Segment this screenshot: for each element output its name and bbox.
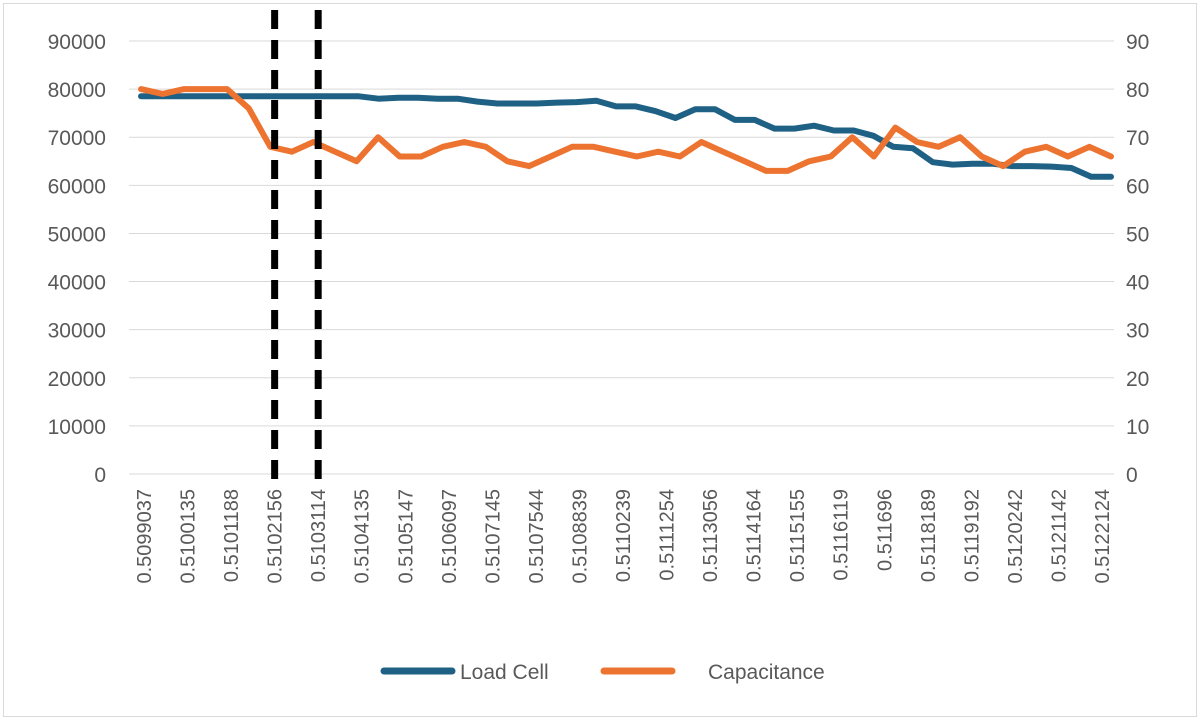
right-y-tick-label: 80 <box>1126 79 1149 102</box>
x-tick-label: 0.511696 <box>874 489 896 571</box>
x-tick-label: 0.5115155 <box>787 489 809 582</box>
gridlines <box>129 40 1114 475</box>
left-y-axis-ticks: 0 10000 20000 30000 40000 50000 60000 70000 8000… <box>48 31 106 487</box>
left-y-tick-label: 20000 <box>48 368 106 391</box>
left-y-tick-label: 10000 <box>48 416 106 439</box>
x-tick-label: 0.5122124 <box>1092 489 1114 584</box>
x-tick-label: 0.5120242 <box>1005 489 1027 584</box>
right-y-tick-label: 0 <box>1126 464 1138 487</box>
right-y-tick-label: 40 <box>1126 272 1149 295</box>
x-tick-label: 0.5113056 <box>700 489 722 582</box>
right-y-tick-label: 30 <box>1126 320 1149 343</box>
x-tick-label: 0.5110239 <box>613 489 635 582</box>
x-tick-label: 0.5119192 <box>961 489 983 582</box>
x-tick-label: 0.5107544 <box>526 489 548 584</box>
right-y-tick-label: 10 <box>1126 416 1149 439</box>
left-y-tick-label: 90000 <box>48 31 106 54</box>
x-tick-label: 0.5099037 <box>134 489 156 584</box>
left-y-tick-label: 40000 <box>48 272 106 295</box>
x-tick-label: 0.5101188 <box>221 489 243 582</box>
left-y-tick-label: 50000 <box>48 223 106 246</box>
right-y-tick-label: 60 <box>1126 175 1149 198</box>
series-line-capacitance <box>138 86 1114 174</box>
legend-label: Capacitance <box>708 661 825 684</box>
legend-item-capacitance: Capacitance <box>600 661 825 684</box>
x-tick-label: 0.5121142 <box>1048 489 1070 582</box>
right-y-tick-label: 50 <box>1126 223 1149 246</box>
x-axis-ticks: 0.5099037 0.5100135 0.5101188 0.5102156 0.51… <box>134 489 1114 584</box>
x-tick-label: 0.5116119 <box>831 489 853 581</box>
right-y-tick-label: 90 <box>1126 31 1149 54</box>
dual-axis-line-chart: 0100002000030000400005000060000700008000… <box>48 10 1149 684</box>
series-lines <box>138 86 1114 180</box>
x-tick-label: 0.5104135 <box>352 489 374 584</box>
x-tick-label: 0.5105147 <box>395 489 417 584</box>
x-tick-label: 0.5102156 <box>265 489 287 584</box>
x-tick-label: 0.5103114 <box>308 489 330 582</box>
x-tick-label: 0.5118189 <box>918 489 940 582</box>
legend-item-load-cell: Load Cell <box>380 661 549 684</box>
chart-container: 0 10000 20000 30000 40000 50000 60000 70000 8000… <box>3 3 1197 717</box>
left-y-tick-label: 30000 <box>48 320 106 343</box>
right-y-axis-ticks: 0 10 20 30 40 50 60 70 80 90 <box>1126 31 1149 487</box>
x-tick-label: 0.5114164 <box>744 489 766 582</box>
x-tick-label: 0.5111254 <box>657 489 679 581</box>
annotations <box>271 10 322 489</box>
legend: Load Cell Capacitance <box>380 661 825 684</box>
x-tick-label: 0.5106097 <box>439 489 461 584</box>
series-line-load-cell <box>138 93 1114 180</box>
legend-label: Load Cell <box>460 661 549 684</box>
x-tick-label: 0.5108839 <box>569 489 591 584</box>
left-y-tick-label: 70000 <box>48 127 106 150</box>
x-tick-label: 0.5100135 <box>178 489 200 584</box>
right-y-tick-label: 70 <box>1126 127 1149 150</box>
left-y-tick-label: 60000 <box>48 175 106 198</box>
left-y-tick-label: 0 <box>94 464 106 487</box>
right-y-tick-label: 20 <box>1126 368 1149 391</box>
x-tick-label: 0.5107145 <box>482 489 504 584</box>
left-y-tick-label: 80000 <box>48 79 106 102</box>
